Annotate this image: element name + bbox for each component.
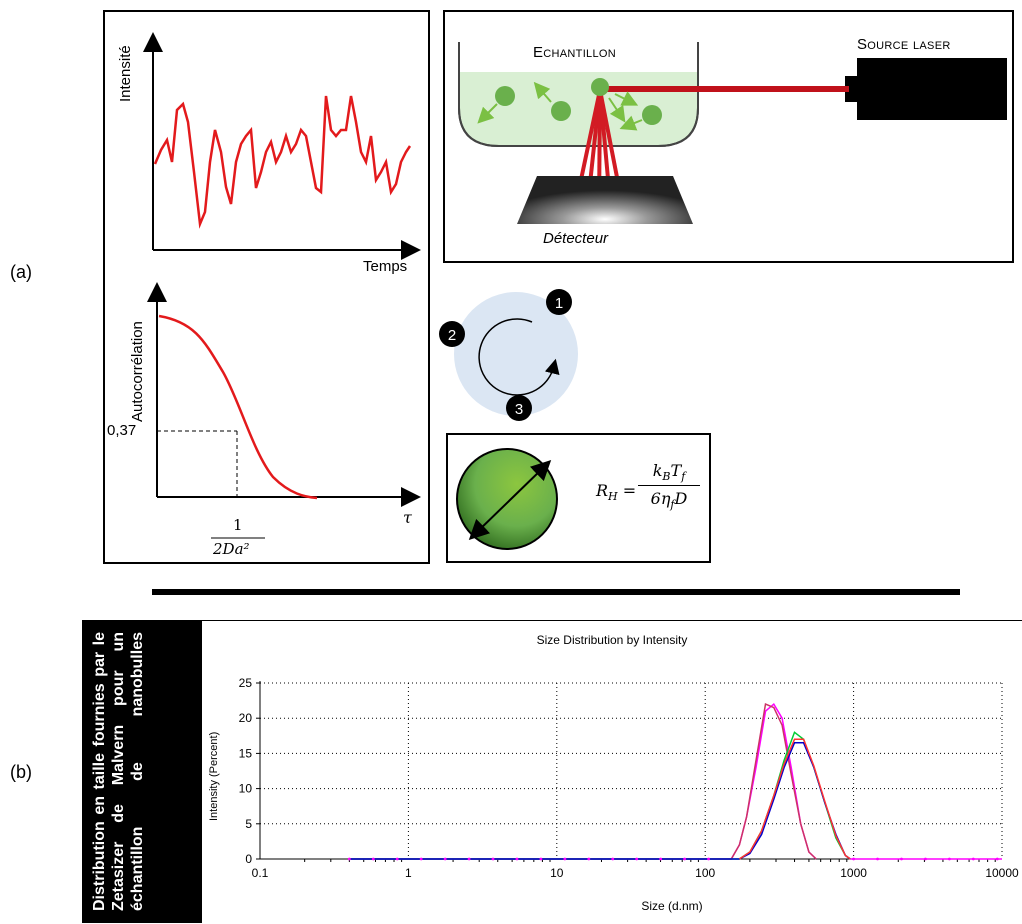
side-caption: Distribution en taille fournies par le Z… — [91, 632, 146, 911]
baseline-point — [347, 857, 351, 861]
baseline-point — [443, 857, 447, 861]
step-3-marker — [506, 395, 532, 421]
intensity-trace — [153, 95, 412, 229]
tau-label: τ — [403, 508, 412, 527]
chart-title: Size Distribution by Intensity — [536, 633, 688, 647]
baseline-point — [971, 857, 975, 861]
formula-numerator: kBTf — [638, 461, 700, 487]
x-tick-label: 1000 — [840, 866, 867, 880]
baseline-point — [395, 857, 399, 861]
baseline-point — [371, 857, 375, 861]
x-tick-label: 100 — [695, 866, 715, 880]
step-1-label: 1 — [555, 295, 563, 312]
cycle-arrow — [478, 318, 560, 396]
particle — [642, 105, 662, 125]
x-tick-label: 0.1 — [252, 866, 269, 880]
baseline-point — [539, 857, 543, 861]
laser-source — [857, 58, 1007, 120]
baseline-point — [876, 857, 879, 861]
autocorr-y-label: Autocorrélation — [129, 321, 146, 422]
y-tick-label: 10 — [239, 782, 253, 796]
series-line-5 — [738, 738, 851, 860]
x-tick-label: 1 — [405, 866, 412, 880]
baseline-point — [587, 857, 591, 861]
series-line-1 — [349, 702, 817, 860]
signal-panel-drawing — [143, 32, 421, 539]
signal-y-label: Intensité — [117, 45, 134, 102]
baseline-point — [611, 857, 615, 861]
side-caption-panel: Distribution en taille fournies par le Z… — [82, 620, 202, 923]
baseline-point — [635, 857, 639, 861]
y-tick-label: 15 — [239, 746, 253, 760]
baseline-point — [491, 857, 495, 861]
step-3-label: 3 — [515, 401, 523, 418]
baseline-point — [683, 857, 687, 861]
chart-xlabel: Size (d.nm) — [641, 899, 703, 913]
baseline-point — [419, 857, 423, 861]
series-line-2 — [349, 703, 817, 860]
baseline-point — [707, 857, 710, 861]
step-2-marker — [439, 321, 465, 347]
particle-main — [591, 78, 609, 96]
baseline-point — [659, 857, 663, 861]
panel-label-b: (b) — [10, 762, 32, 782]
baseline-point — [852, 857, 855, 861]
cycle-diagram: 1 2 3 — [439, 289, 578, 421]
cycle-background — [454, 292, 578, 416]
y-tick-label: 25 — [239, 676, 253, 690]
particle — [495, 86, 515, 106]
marker-numerator: 1 — [233, 516, 243, 534]
radius-panel: RH = kBTf 6ηfD — [446, 433, 711, 563]
baseline-point — [995, 857, 999, 861]
baseline-point — [515, 857, 519, 861]
y-tick-label: 0 — [245, 852, 252, 866]
autocorr-curve — [158, 314, 318, 500]
setup-drawing — [458, 42, 1007, 224]
sample-label: Echantillon — [533, 44, 616, 61]
laser-label: Source laser — [857, 36, 951, 53]
particle — [551, 101, 571, 121]
section-separator — [152, 589, 960, 595]
step-2-label: 2 — [448, 327, 456, 344]
size-chart: 0 5 10 15 20 25 0.1 1 10 100 1000 10000 — [239, 676, 1019, 880]
sphere-drawing — [456, 448, 558, 550]
autocorr-marker-value: 0,37 — [107, 422, 137, 439]
formula-denominator: 6ηfD — [650, 489, 688, 512]
size-chart-frame: Size Distribution by Intensity Size (d.n… — [202, 620, 1022, 923]
signal-x-label: Temps — [363, 258, 408, 275]
x-tick-label: 10 — [550, 866, 564, 880]
diameter-arrow — [468, 460, 552, 540]
formula-lhs: RH = — [596, 481, 637, 504]
baseline-point — [947, 857, 951, 861]
panel-label-a: (a) — [10, 262, 32, 282]
step-1-marker — [546, 289, 572, 315]
detector-label: Détecteur — [543, 230, 609, 247]
baseline-point — [467, 857, 471, 861]
signal-panel: Intensité Temps Autocorrélation 0,37 τ 1… — [103, 10, 430, 564]
detector-shape — [517, 176, 693, 224]
y-tick-label: 20 — [239, 711, 253, 725]
y-tick-label: 5 — [245, 817, 252, 831]
setup-panel: Echantillon Source laser Détecteur — [443, 10, 1014, 263]
x-tick-label: 10000 — [985, 866, 1019, 880]
baseline-point — [900, 857, 903, 861]
particle-sphere — [456, 448, 558, 550]
baseline-point — [563, 857, 567, 861]
series-line-4 — [349, 742, 851, 860]
baseline-point — [924, 857, 927, 861]
marker-denominator: 2Da² — [213, 540, 250, 558]
